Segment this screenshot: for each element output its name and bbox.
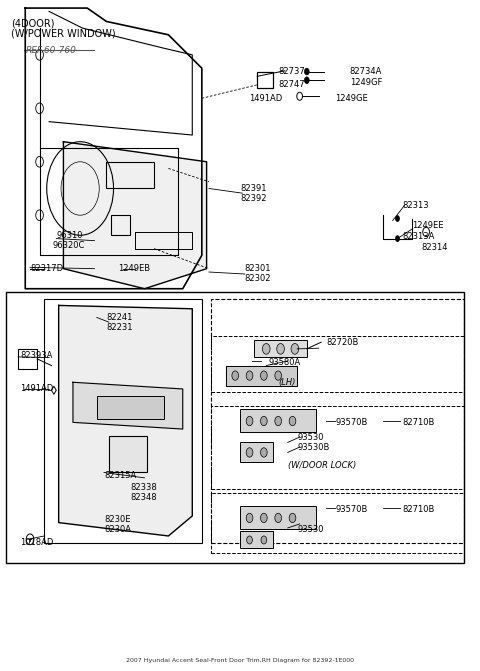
Bar xyxy=(109,435,147,472)
Text: 93530: 93530 xyxy=(297,433,324,442)
Circle shape xyxy=(246,448,253,457)
Bar xyxy=(211,406,464,489)
Text: 82710B: 82710B xyxy=(402,418,434,427)
Text: 82315A: 82315A xyxy=(104,471,136,480)
Text: 82392: 82392 xyxy=(240,194,266,203)
Text: (W/DOOR LOCK): (W/DOOR LOCK) xyxy=(288,461,356,470)
Text: 82241: 82241 xyxy=(107,313,133,322)
Circle shape xyxy=(263,344,270,354)
Circle shape xyxy=(232,371,239,380)
Text: 82231: 82231 xyxy=(107,323,133,332)
Polygon shape xyxy=(73,382,183,429)
Text: 93530: 93530 xyxy=(297,525,324,534)
Text: 82314: 82314 xyxy=(421,243,448,252)
Text: 93580A: 93580A xyxy=(269,358,301,367)
Text: 82338: 82338 xyxy=(130,483,157,493)
Text: 1491AD: 1491AD xyxy=(21,384,54,393)
Text: 82302: 82302 xyxy=(245,274,271,283)
Circle shape xyxy=(36,50,43,60)
Text: 93530B: 93530B xyxy=(297,443,330,452)
Text: 8230A: 8230A xyxy=(104,525,131,534)
Circle shape xyxy=(261,448,267,457)
Bar xyxy=(257,72,274,89)
Circle shape xyxy=(36,103,43,113)
Circle shape xyxy=(275,371,281,380)
Bar xyxy=(111,215,130,236)
Circle shape xyxy=(246,513,253,523)
Circle shape xyxy=(261,416,267,425)
Text: (4DOOR): (4DOOR) xyxy=(11,18,54,28)
Circle shape xyxy=(247,536,252,544)
Text: 82737: 82737 xyxy=(278,67,305,76)
Polygon shape xyxy=(226,366,297,386)
Text: 82301: 82301 xyxy=(245,264,271,273)
Text: 1249EB: 1249EB xyxy=(118,264,150,273)
Bar xyxy=(240,506,316,529)
Circle shape xyxy=(289,416,296,425)
Text: 96320C: 96320C xyxy=(53,241,85,250)
Text: 82317D: 82317D xyxy=(30,264,63,273)
Bar xyxy=(18,349,37,369)
Text: 1249GE: 1249GE xyxy=(336,94,368,103)
Text: 2007 Hyundai Accent Seal-Front Door Trim,RH Diagram for 82392-1E000: 2007 Hyundai Accent Seal-Front Door Trim… xyxy=(126,658,354,663)
Circle shape xyxy=(277,344,284,354)
Text: 82313A: 82313A xyxy=(402,232,434,241)
Text: 82393A: 82393A xyxy=(21,351,53,360)
Bar xyxy=(254,340,307,357)
Text: 93570B: 93570B xyxy=(336,418,368,427)
Bar xyxy=(97,396,164,419)
Circle shape xyxy=(304,77,309,84)
Circle shape xyxy=(261,536,267,544)
Circle shape xyxy=(304,68,309,75)
Text: 1018AD: 1018AD xyxy=(21,538,54,547)
Text: 82710B: 82710B xyxy=(402,505,434,514)
Circle shape xyxy=(246,371,253,380)
Text: 82720B: 82720B xyxy=(326,338,358,347)
Bar xyxy=(6,292,464,563)
Circle shape xyxy=(261,371,267,380)
Circle shape xyxy=(36,210,43,221)
Text: 1249EE: 1249EE xyxy=(412,221,444,229)
Circle shape xyxy=(261,513,267,523)
Circle shape xyxy=(275,513,281,523)
Bar xyxy=(211,336,464,393)
Text: 82734A: 82734A xyxy=(350,67,382,76)
Bar xyxy=(240,531,274,548)
Text: 1491AD: 1491AD xyxy=(250,94,283,103)
Circle shape xyxy=(395,236,400,242)
Text: 82313: 82313 xyxy=(402,201,429,210)
Text: 82391: 82391 xyxy=(240,184,266,193)
Text: (LH): (LH) xyxy=(278,378,296,386)
Text: 82747: 82747 xyxy=(278,81,305,89)
Bar xyxy=(44,299,202,543)
Circle shape xyxy=(289,513,296,523)
Text: 82348: 82348 xyxy=(130,493,157,502)
Polygon shape xyxy=(63,142,206,289)
Bar xyxy=(240,409,316,432)
Bar xyxy=(211,493,464,553)
Circle shape xyxy=(275,416,281,425)
Bar xyxy=(211,299,464,543)
Text: 1249GF: 1249GF xyxy=(350,79,382,87)
Circle shape xyxy=(36,156,43,167)
Circle shape xyxy=(291,344,299,354)
Text: REF.60-760: REF.60-760 xyxy=(25,46,76,55)
Polygon shape xyxy=(59,305,192,536)
Bar xyxy=(240,442,274,462)
Text: 8230E: 8230E xyxy=(104,515,131,524)
Bar xyxy=(107,162,154,189)
Text: 93570B: 93570B xyxy=(336,505,368,514)
Circle shape xyxy=(246,416,253,425)
Text: (W/POWER WINDOW): (W/POWER WINDOW) xyxy=(11,28,116,38)
Text: 96310: 96310 xyxy=(56,231,83,240)
Circle shape xyxy=(395,215,400,222)
